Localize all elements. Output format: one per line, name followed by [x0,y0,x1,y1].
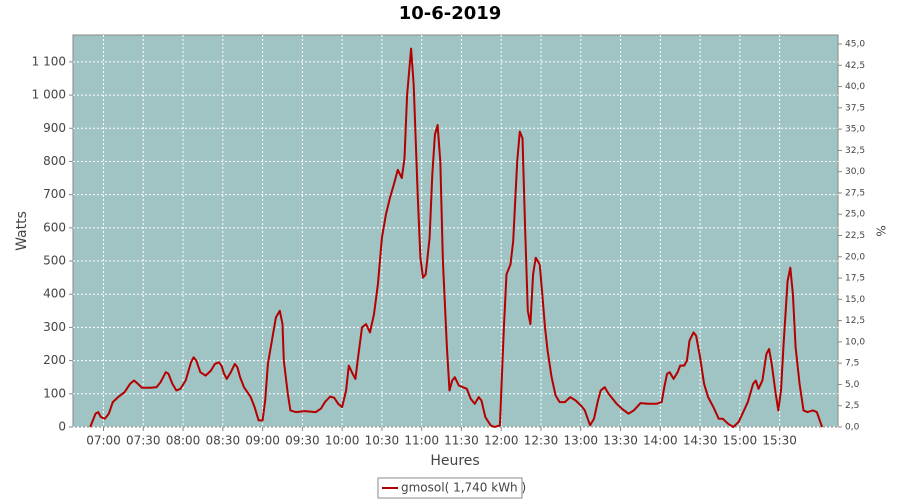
y2-tick-label: 12,5 [845,316,865,326]
y-tick-label: 500 [43,254,66,268]
chart-title: 10-6-2019 [399,3,502,24]
x-tick-label: 13:00 [563,434,598,448]
y-axis-label: Watts [14,211,30,251]
y2-axis-label: % [874,225,888,236]
y2-tick-label: 42,5 [845,61,865,71]
x-tick-label: 12:00 [484,434,519,448]
x-tick-label: 10:30 [365,434,400,448]
y2-tick-label: 27,5 [845,188,865,198]
series-line [89,47,824,428]
x-tick-label: 14:00 [643,434,678,448]
x-tick-label: 15:00 [723,434,758,448]
y-tick-label: 300 [43,320,66,334]
y-tick-label: 900 [43,121,66,135]
x-tick-label: 15:30 [762,434,797,448]
x-axis-label: Heures [430,453,479,469]
y-tick-label: 200 [43,353,66,367]
y-tick-label: 800 [43,154,66,168]
y2-tick-label: 20,0 [845,252,865,262]
x-tick-label: 10:00 [325,434,360,448]
x-tick-label: 07:00 [86,434,121,448]
y2-tick-label: 37,5 [845,103,865,113]
x-tick-label: 09:00 [245,434,280,448]
y-tick-label: 1 100 [32,54,66,68]
y2-tick-label: 15,0 [845,295,865,305]
x-tick-label: 08:30 [206,434,241,448]
y2-tick-label: 30,0 [845,167,865,177]
plot-area [72,34,839,428]
x-tick-label: 09:30 [285,434,320,448]
y2-tick-label: 45,0 [845,40,865,50]
y2-tick-label: 25,0 [845,210,865,220]
y-tick-label: 700 [43,187,66,201]
x-tick-label: 11:00 [404,434,439,448]
y2-tick-label: 17,5 [845,274,865,284]
legend-box [377,477,523,499]
x-tick-label: 13:30 [603,434,638,448]
y2-tick-label: 7,5 [845,359,859,369]
y-tick-label: 1 000 [32,88,66,102]
y-tick-label: 0 [58,420,66,434]
y2-tick-label: 2,5 [845,401,859,411]
x-tick-label: 07:30 [126,434,161,448]
y-tick-label: 100 [43,386,66,400]
y2-tick-label: 35,0 [845,125,865,135]
x-tick-label: 08:00 [166,434,201,448]
y2-tick-label: 5,0 [845,380,860,390]
legend-label: gmosol( 1,740 kWh ) [401,481,526,495]
y2-tick-label: 22,5 [845,231,865,241]
y2-tick-label: 0,0 [845,423,860,433]
x-tick-label: 12:30 [524,434,559,448]
x-tick-label: 14:30 [683,434,718,448]
y-tick-label: 400 [43,287,66,301]
y2-tick-label: 32,5 [845,146,865,156]
x-tick-label: 11:30 [444,434,479,448]
y2-tick-label: 10,0 [845,337,865,347]
y-tick-label: 600 [43,220,66,234]
y2-tick-label: 40,0 [845,82,865,92]
